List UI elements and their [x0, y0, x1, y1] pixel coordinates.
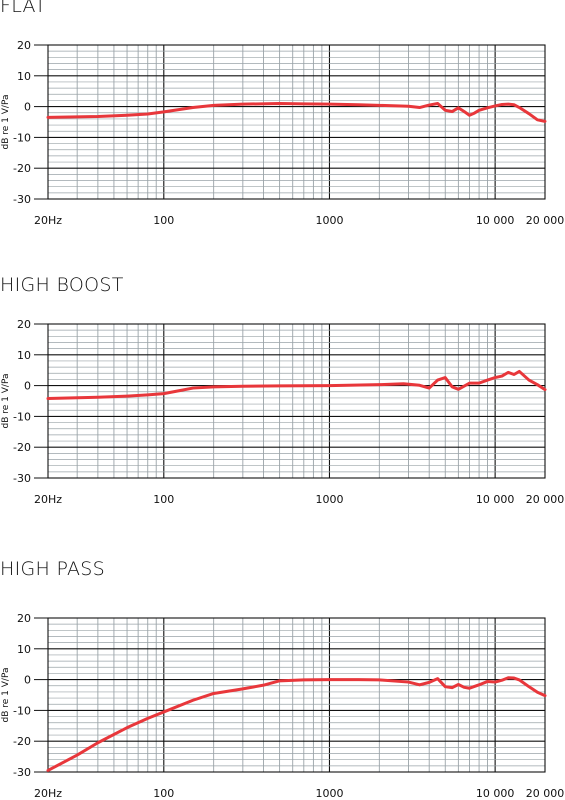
x-tick-label: 20 000	[526, 787, 565, 800]
y-tick-label: 20	[17, 612, 31, 625]
x-tick-label: 1000	[315, 787, 343, 800]
x-tick-label: 20 000	[526, 493, 565, 506]
y-tick-label: -20	[13, 735, 31, 748]
y-axis-label: dB re 1 V/Pa	[1, 95, 11, 150]
panel-title-high-pass: HIGH PASS	[0, 558, 106, 580]
y-tick-label: -20	[13, 162, 31, 175]
plot-frame	[47, 617, 546, 773]
y-tick-label: 20	[17, 39, 31, 52]
plot-frame	[47, 323, 546, 479]
y-tick-label: 10	[17, 70, 31, 83]
x-tick-label: 20Hz	[34, 214, 62, 227]
x-tick-label: 100	[153, 214, 174, 227]
y-tick-label: -30	[13, 766, 31, 779]
y-tick-label: -30	[13, 193, 31, 206]
y-tick-label: -30	[13, 472, 31, 485]
y-tick-label: 10	[17, 643, 31, 656]
y-tick-label: 10	[17, 349, 31, 362]
x-tick-label: 20Hz	[34, 493, 62, 506]
y-axis-label: dB re 1 V/Pa	[1, 374, 11, 429]
x-tick-label: 100	[153, 787, 174, 800]
y-axis-label: dB re 1 V/Pa	[1, 668, 11, 723]
panel-title-high-boost: HIGH BOOST	[0, 274, 124, 296]
x-tick-label: 10 000	[476, 493, 515, 506]
y-tick-label: -10	[13, 410, 31, 423]
response-curve	[46, 369, 547, 401]
panel-title-flat: FLAT	[0, 0, 47, 17]
response-curve	[46, 102, 547, 123]
x-tick-label: 100	[153, 493, 174, 506]
x-tick-label: 1000	[315, 214, 343, 227]
x-tick-label: 10 000	[476, 787, 515, 800]
response-curve	[46, 676, 547, 772]
y-tick-label: -20	[13, 441, 31, 454]
y-tick-label: 0	[24, 101, 31, 114]
y-tick-label: -10	[13, 704, 31, 717]
x-tick-label: 10 000	[476, 214, 515, 227]
x-tick-label: 20Hz	[34, 787, 62, 800]
x-tick-label: 20 000	[526, 214, 565, 227]
y-tick-label: 0	[24, 380, 31, 393]
plot-frame	[47, 44, 546, 200]
y-tick-label: 0	[24, 674, 31, 687]
x-tick-label: 1000	[315, 493, 343, 506]
y-tick-label: -10	[13, 131, 31, 144]
y-tick-label: 20	[17, 318, 31, 331]
